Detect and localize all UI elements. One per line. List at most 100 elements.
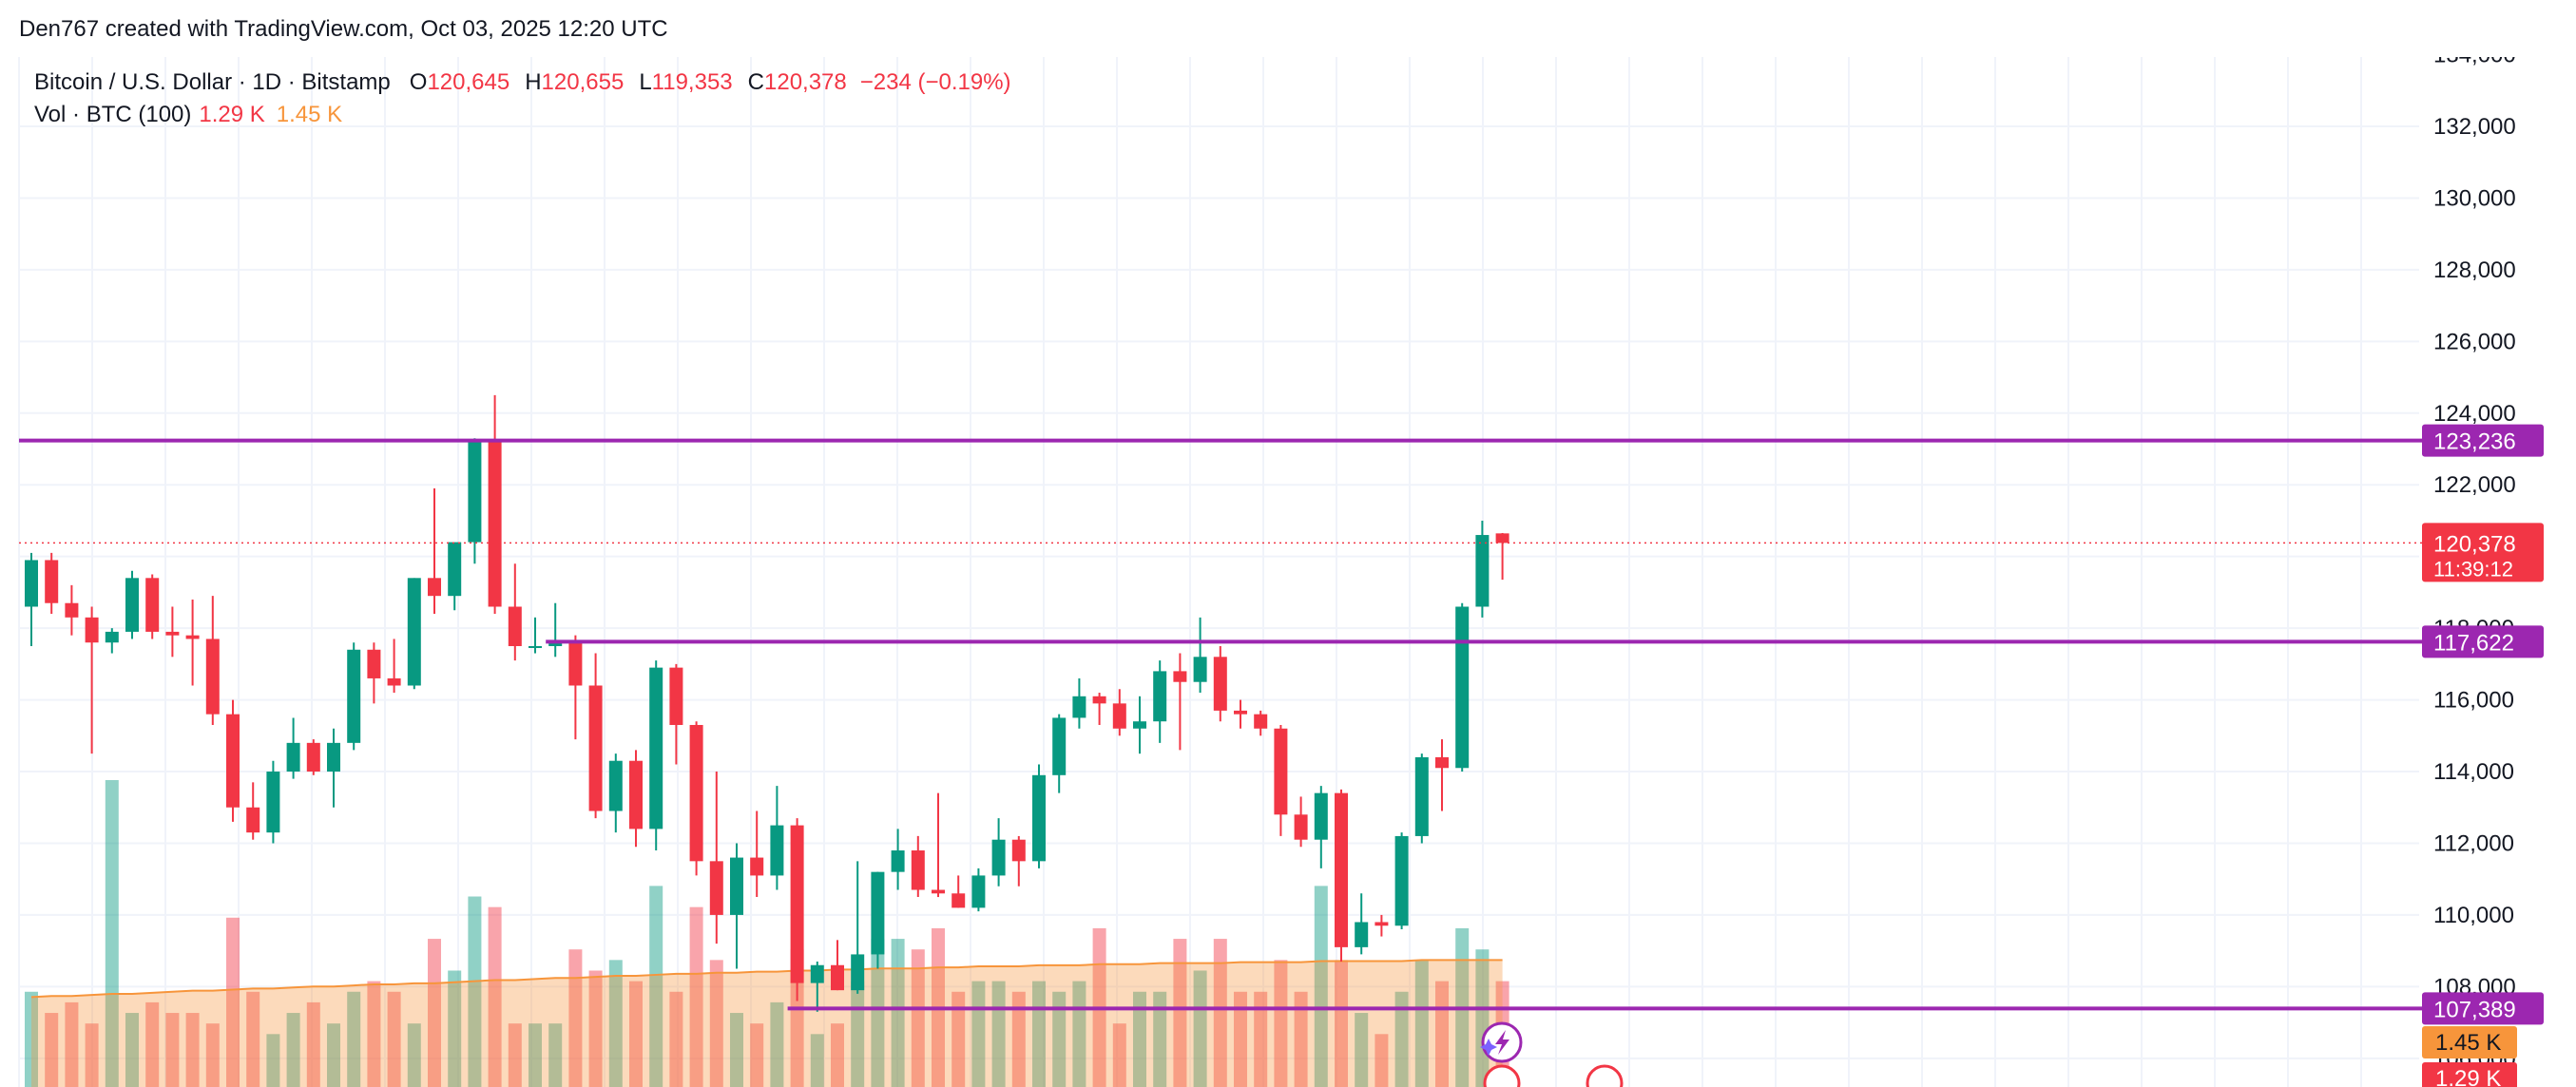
candle <box>1133 696 1146 754</box>
candle-body <box>1435 756 1449 769</box>
volume-tag[interactable] <box>2422 1026 2517 1058</box>
us-flag-event-icon[interactable] <box>1483 1064 1521 1087</box>
volume-bar <box>226 917 240 1087</box>
candle <box>1475 520 1490 618</box>
volume-tag-label: 1.45 K <box>2435 1030 2501 1056</box>
volume-bar <box>125 1013 139 1087</box>
attribution-bar: Den767 created with TradingView.com, Oct… <box>0 0 2576 57</box>
open-label: O <box>409 69 428 95</box>
candle-body <box>185 635 200 639</box>
price-axis[interactable]: 106,000108,000110,000112,000114,000116,0… <box>2422 43 2544 1087</box>
volume-bar <box>387 991 401 1087</box>
candle-body <box>65 602 79 618</box>
candle <box>891 829 905 890</box>
candle-body <box>548 642 563 646</box>
candle <box>85 606 99 754</box>
candle <box>1394 832 1409 930</box>
price-tick-label: 128,000 <box>2433 257 2516 283</box>
candle-body <box>588 685 603 811</box>
candle <box>669 663 683 765</box>
candle <box>1274 724 1288 836</box>
candle <box>1011 835 1026 887</box>
candle <box>185 599 200 686</box>
price-legend-row[interactable]: Bitcoin / U.S. Dollar · 1D · Bitstamp O12… <box>34 67 1011 99</box>
candle <box>588 653 603 819</box>
level-price-tag[interactable] <box>2422 625 2544 658</box>
candle-body <box>831 964 844 991</box>
candle <box>1213 645 1227 722</box>
volume-bar <box>608 960 623 1087</box>
volume-bar <box>185 1013 200 1087</box>
candle-body <box>1112 703 1126 729</box>
level-price-tag[interactable] <box>2422 992 2544 1025</box>
candle-body <box>790 825 804 983</box>
last-price-tag[interactable] <box>2422 523 2544 582</box>
volume-tag-label: 1.29 K <box>2435 1066 2501 1087</box>
volume-bar <box>529 1023 542 1087</box>
volume-value: 1.29 K <box>199 102 265 127</box>
volume-bar <box>165 1013 180 1087</box>
candle-body <box>750 857 764 876</box>
open-value: 120,645 <box>427 69 510 95</box>
candle <box>1455 602 1470 772</box>
volume-bar <box>145 1001 160 1087</box>
candle <box>65 584 79 636</box>
candle <box>831 940 844 991</box>
volume-tag[interactable] <box>2422 1062 2517 1087</box>
change-value: −234 (−0.19%) <box>859 69 1011 95</box>
level-price-tag[interactable] <box>2422 424 2544 457</box>
candle-body <box>468 441 482 543</box>
candle-body <box>851 954 865 991</box>
volume-bar <box>25 991 38 1087</box>
event-icons[interactable] <box>1480 1021 1624 1087</box>
level-price-tag-label: 117,622 <box>2433 630 2514 656</box>
candle-body <box>165 631 180 636</box>
candle <box>508 563 522 661</box>
candle-body <box>1052 717 1067 775</box>
volume-bar <box>1294 991 1308 1087</box>
volume-bar <box>790 949 804 1087</box>
volume-bar <box>750 1023 764 1087</box>
volume-bar <box>1193 970 1207 1087</box>
volume-bar <box>548 1023 563 1087</box>
volume-title[interactable]: Vol · BTC (100) <box>34 102 192 127</box>
candle-body <box>568 642 583 686</box>
us-flag-event-icon[interactable] <box>1586 1064 1624 1087</box>
horizontal-levels[interactable] <box>19 438 2422 1011</box>
candle <box>347 642 361 751</box>
candle-body <box>1193 657 1207 682</box>
candle <box>25 552 38 646</box>
candle <box>911 835 925 898</box>
volume-bar <box>367 981 381 1087</box>
chart-grid <box>18 48 2419 1087</box>
volume-bar <box>428 939 441 1087</box>
volume-bar <box>1011 991 1026 1087</box>
candle <box>1112 689 1126 736</box>
candle-body <box>629 760 643 830</box>
symbol-title[interactable]: Bitcoin / U.S. Dollar · 1D · Bitstamp <box>34 69 391 95</box>
volume-bar <box>770 1001 784 1087</box>
candle <box>327 728 340 808</box>
candle-body <box>266 772 280 833</box>
candle-body <box>226 714 240 808</box>
candle <box>649 660 663 851</box>
candle-body <box>1254 714 1268 729</box>
candle <box>790 818 804 1001</box>
candle-body <box>1032 774 1046 862</box>
high-value: 120,655 <box>541 69 625 95</box>
candle <box>125 570 139 639</box>
volume-legend-row[interactable]: Vol · BTC (100) 1.29 K 1.45 K <box>34 99 1011 131</box>
lightning-event-icon[interactable] <box>1480 1021 1523 1063</box>
candle <box>1153 660 1167 743</box>
candle-body <box>1234 710 1247 715</box>
candle <box>145 574 160 639</box>
volume-bar <box>730 1013 743 1087</box>
candle-body <box>1375 922 1389 926</box>
close-value: 120,378 <box>764 69 847 95</box>
candle-body <box>649 667 663 830</box>
candle-body <box>891 850 905 872</box>
volume-bar <box>952 991 966 1087</box>
volume-bar <box>65 1001 79 1087</box>
candle-body <box>387 677 401 686</box>
